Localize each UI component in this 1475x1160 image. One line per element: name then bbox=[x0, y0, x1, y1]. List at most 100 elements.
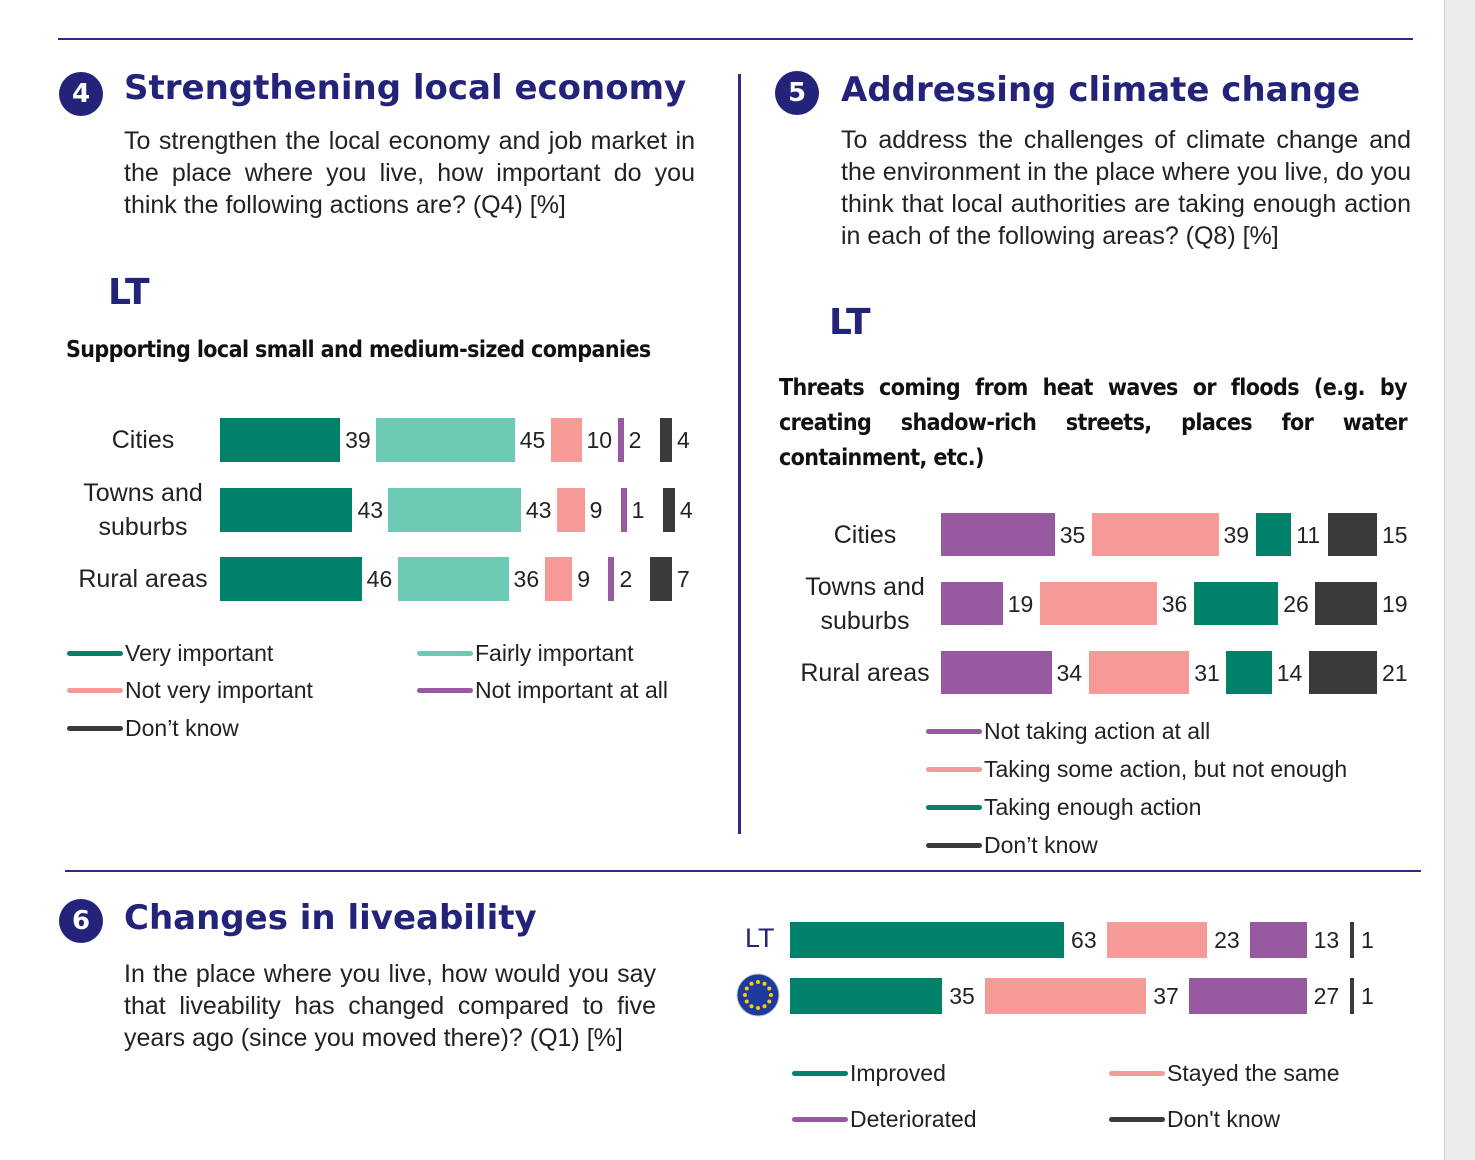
chart3-bar-lt-don-t-know bbox=[1349, 922, 1354, 958]
chart2-legend-swatch-not-taking-action-at-all bbox=[926, 729, 982, 734]
chart3-legend-swatch-improved bbox=[792, 1071, 848, 1076]
chart2-value-rural-areas-taking-enough-action: 14 bbox=[1276, 659, 1303, 686]
chart2-bar-rural-areas-taking-some-action-but-not-enough bbox=[1088, 651, 1190, 694]
chart1-legend-label-fairly-important: Fairly important bbox=[475, 640, 634, 666]
chart3-legend-label-deteriorated: Deteriorated bbox=[850, 1106, 977, 1132]
chart1-legend-label-don-t-know: Don’t know bbox=[125, 715, 239, 741]
section5-country: LT bbox=[829, 302, 871, 343]
chart1-bar-towns-and-suburbs-not-important-at-all bbox=[620, 488, 627, 532]
chart2-category-label-rural-areas: Rural areas bbox=[800, 658, 930, 687]
chart2-legend-label-not-taking-action-at-all: Not taking action at all bbox=[984, 718, 1211, 744]
chart2-legend-label-taking-enough-action: Taking enough action bbox=[984, 794, 1202, 820]
chart1-legend-not-important-at-all: Not important at all bbox=[417, 677, 668, 704]
chart3-bar-lt-improved bbox=[790, 922, 1065, 958]
chart2-title: Threats coming from heat waves or floods… bbox=[779, 375, 1408, 471]
chart2-value-towns-and-suburbs-taking-enough-action: 26 bbox=[1283, 590, 1309, 617]
chart1-value-cities-not-important-at-all: 2 bbox=[628, 427, 642, 453]
chart2-legend-not-taking-action-at-all: Not taking action at all bbox=[926, 718, 1210, 745]
chart1-legend-swatch-fairly-important bbox=[417, 651, 473, 656]
chart3-value-lt-deteriorated: 13 bbox=[1313, 927, 1340, 953]
chart1-bar-rural-areas-very-important bbox=[220, 557, 362, 601]
chart1-legend-label-not-important-at-all: Not important at all bbox=[475, 677, 669, 703]
chart2-legend-swatch-taking-enough-action bbox=[926, 805, 982, 810]
chart3-legend-swatch-deteriorated bbox=[792, 1117, 848, 1122]
chart3-legend-deteriorated: Deteriorated bbox=[792, 1106, 977, 1133]
chart3-value-eu-stayed-the-same: 37 bbox=[1153, 983, 1179, 1009]
chart3-legend-label-stayed-the-same: Stayed the same bbox=[1167, 1060, 1340, 1086]
chart2-value-cities-not-taking-action-at-all: 35 bbox=[1059, 521, 1086, 548]
section6-title: Changes in liveability bbox=[124, 898, 537, 938]
chart1-bar-cities-fairly-important bbox=[376, 418, 515, 462]
top-divider bbox=[58, 38, 1413, 40]
chart1-bar-towns-and-suburbs-fairly-important bbox=[388, 488, 521, 532]
chart1-title: Supporting local small and medium-sized … bbox=[66, 337, 651, 363]
chart2-legend-swatch-taking-some-action-but-not-enough bbox=[926, 767, 982, 772]
chart3-bar-eu-stayed-the-same bbox=[985, 978, 1147, 1014]
chart2-bar-rural-areas-taking-enough-action bbox=[1226, 651, 1272, 694]
chart1-bar-rural-areas-don-t-know bbox=[650, 557, 672, 601]
chart2-legend-taking-enough-action: Taking enough action bbox=[926, 794, 1201, 821]
chart2-value-rural-areas-don-t-know: 21 bbox=[1382, 659, 1408, 686]
page-scroll-edge bbox=[1444, 0, 1475, 1160]
chart1-category-label-towns-and-suburbs: Towns and suburbs bbox=[83, 479, 203, 541]
chart2-value-towns-and-suburbs-don-t-know: 19 bbox=[1382, 590, 1408, 617]
section5-question: To address the challenges of climate cha… bbox=[841, 126, 1411, 250]
chart1-value-cities-fairly-important: 45 bbox=[519, 427, 546, 453]
chart2-bar-cities-not-taking-action-at-all bbox=[941, 513, 1055, 556]
chart2-bar-towns-and-suburbs-not-taking-action-at-all bbox=[941, 582, 1003, 625]
section5-number: 5 bbox=[775, 71, 819, 115]
chart2-bar-cities-don-t-know bbox=[1328, 513, 1377, 556]
chart2-value-cities-taking-enough-action: 11 bbox=[1296, 521, 1321, 548]
chart2-value-rural-areas-not-taking-action-at-all: 34 bbox=[1056, 659, 1083, 686]
section4-title: Strengthening local economy bbox=[124, 68, 687, 108]
section6-divider bbox=[65, 870, 1421, 872]
chart1-legend-not-very-important: Not very important bbox=[67, 677, 313, 704]
chart1-bar-towns-and-suburbs-don-t-know bbox=[662, 488, 675, 532]
chart2-bar-towns-and-suburbs-don-t-know bbox=[1315, 582, 1377, 625]
chart2-value-towns-and-suburbs-not-taking-action-at-all: 19 bbox=[1007, 590, 1034, 617]
chart1-value-cities-not-very-important: 10 bbox=[586, 427, 613, 453]
chart2-value-towns-and-suburbs-taking-some-action-but-not-enough: 36 bbox=[1161, 590, 1188, 617]
section6-question: In the place where you live, how would y… bbox=[124, 960, 656, 1052]
chart2-bar-towns-and-suburbs-taking-some-action-but-not-enough bbox=[1039, 582, 1157, 625]
chart3-legend-stayed-the-same: Stayed the same bbox=[1109, 1060, 1340, 1087]
chart1-value-rural-areas-not-very-important: 9 bbox=[577, 566, 591, 592]
chart1-value-towns-and-suburbs-very-important: 43 bbox=[357, 497, 384, 523]
chart1-value-rural-areas-very-important: 46 bbox=[366, 566, 393, 592]
chart3-bar-lt-stayed-the-same bbox=[1107, 922, 1208, 958]
chart1-legend-very-important: Very important bbox=[67, 640, 273, 667]
chart3-value-lt-stayed-the-same: 23 bbox=[1214, 927, 1240, 953]
chart1-category-label-cities: Cities bbox=[111, 426, 175, 454]
chart1-legend-swatch-not-very-important bbox=[67, 688, 123, 693]
chart2-bar-cities-taking-enough-action bbox=[1255, 513, 1292, 556]
chart2-legend-taking-some-action-but-not-enough: Taking some action, but not enough bbox=[926, 756, 1347, 783]
chart2-value-cities-don-t-know: 15 bbox=[1382, 521, 1408, 548]
chart1-legend-label-not-very-important: Not very important bbox=[125, 677, 313, 703]
column-divider bbox=[738, 74, 741, 834]
chart2-legend-don-t-know: Don’t know bbox=[926, 832, 1098, 859]
chart3-legend-label-improved: Improved bbox=[850, 1060, 946, 1086]
chart3-value-eu-deteriorated: 27 bbox=[1313, 983, 1340, 1009]
section4-country: LT bbox=[108, 272, 150, 313]
chart3-value-eu-don-t-know: 1 bbox=[1361, 983, 1374, 1009]
section4-number: 4 bbox=[59, 72, 103, 116]
chart3-value-lt-improved: 63 bbox=[1071, 927, 1097, 953]
chart2-bar-towns-and-suburbs-taking-enough-action bbox=[1193, 582, 1279, 625]
chart1-legend-swatch-not-important-at-all bbox=[417, 688, 473, 693]
chart1-bar-cities-not-very-important bbox=[550, 418, 582, 462]
chart3-bar-eu-deteriorated bbox=[1189, 978, 1307, 1014]
chart1-value-rural-areas-don-t-know: 7 bbox=[677, 566, 690, 592]
chart3-bar-lt-deteriorated bbox=[1250, 922, 1307, 958]
chart1-bar-towns-and-suburbs-very-important bbox=[220, 488, 353, 532]
chart1-value-towns-and-suburbs-fairly-important: 43 bbox=[525, 497, 552, 523]
chart1-legend-don-t-know: Don’t know bbox=[67, 715, 239, 742]
chart3-legend-swatch-don-t-know bbox=[1109, 1117, 1165, 1122]
chart1-value-rural-areas-fairly-important: 36 bbox=[513, 566, 540, 592]
chart1-value-cities-very-important: 39 bbox=[345, 427, 371, 453]
chart2-value-cities-taking-some-action-but-not-enough: 39 bbox=[1223, 521, 1250, 548]
chart1-legend-label-very-important: Very important bbox=[125, 640, 274, 666]
chart1-bar-rural-areas-not-important-at-all bbox=[608, 557, 615, 601]
section6-number: 6 bbox=[59, 899, 103, 943]
chart1-bar-towns-and-suburbs-not-very-important bbox=[556, 488, 585, 532]
chart3-value-lt-don-t-know: 1 bbox=[1361, 927, 1374, 953]
